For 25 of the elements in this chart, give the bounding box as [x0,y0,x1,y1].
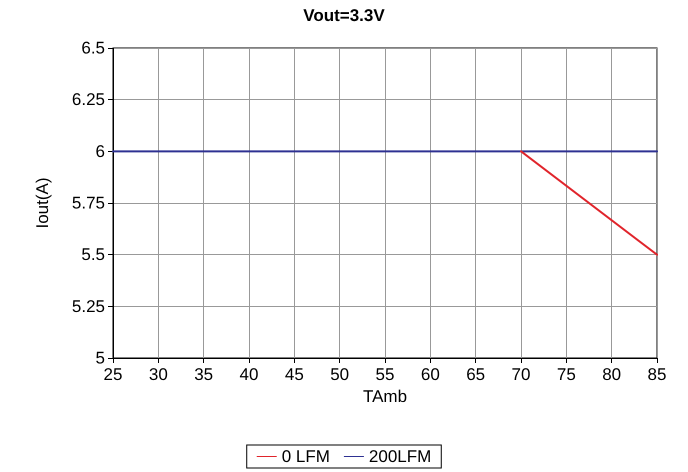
y-tick-label: 6.25 [72,90,105,110]
x-tick-label: 35 [194,365,214,384]
y-tick-label: 5.25 [72,296,105,316]
x-tick-label: 85 [648,365,666,384]
x-tick-label: 45 [284,365,304,384]
x-tick-label: 80 [602,365,622,384]
y-tick-label: 5 [96,348,105,368]
x-tick-label: 30 [148,365,168,384]
x-tick-label: 40 [240,365,258,384]
y-tick-label: 5.75 [72,194,105,212]
x-tick-label: 55 [376,365,394,384]
y-tick-label: 6 [96,142,105,161]
x-tick-label: 50 [330,365,350,384]
x-axis-title: TAmb [362,386,408,406]
legend-label: 200LFM [368,447,432,466]
x-tick-label: 65 [466,365,486,384]
legend-label: 0 LFM [282,447,330,466]
x-tick-label: 70 [512,365,530,384]
x-tick-label: 60 [420,365,440,384]
x-tick-label: 25 [104,365,122,384]
y-axis-title: Iout(A) [33,177,52,229]
y-tick-label: 5.5 [81,245,105,264]
chart-title: Vout=3.3V [303,6,386,25]
y-tick-label: 6.5 [81,38,105,58]
x-tick-label: 75 [556,365,576,384]
